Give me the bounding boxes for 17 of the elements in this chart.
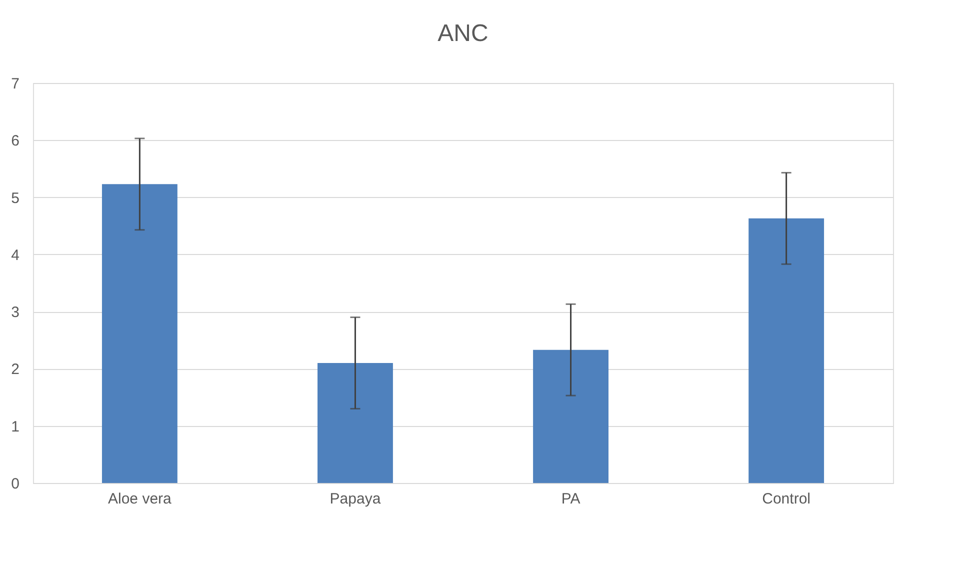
bar (318, 363, 393, 483)
bar (748, 218, 824, 483)
bar (533, 350, 608, 483)
y-tick-label: 5 (11, 190, 20, 207)
x-tick-label: PA (561, 490, 580, 508)
x-tick-label: Papaya (330, 490, 382, 508)
chart-title: ANC (438, 20, 488, 47)
x-tick-label: Aloe vera (108, 490, 172, 508)
y-tick-label: 3 (11, 304, 20, 322)
x-tick-label: Control (762, 490, 810, 508)
bar (102, 184, 178, 483)
y-tick-label: 7 (11, 76, 20, 92)
y-tick-label: 4 (11, 246, 20, 264)
y-tick-label: 6 (11, 132, 20, 150)
y-tick-label: 0 (11, 476, 20, 492)
y-tick-label: 1 (11, 418, 20, 436)
y-tick-label: 2 (11, 361, 20, 378)
